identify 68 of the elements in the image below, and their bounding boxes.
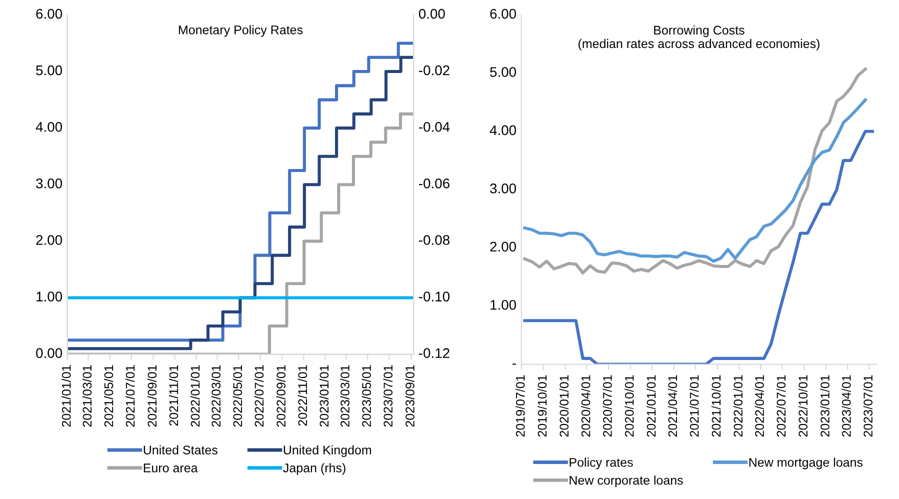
line-series [523,68,867,274]
x-tick-label: 2023/05/01 [362,365,371,427]
legend-label: Policy rates [570,458,633,470]
x-tick-label: 2021/09/01 [147,365,157,427]
text: Borrowing Costs [654,25,744,38]
x-tick-label: 2020/04/01 [581,375,590,437]
x-tick-label: 2021/04/01 [668,375,678,437]
y-tick-label: 6.00 [490,8,516,19]
x-tick-label: 2022/05/01 [232,365,242,427]
x-tick-label: 2021/07/01 [690,375,699,437]
y-tick-label: 6.00 [36,8,62,19]
y2-tick-label: -0.02 [419,65,450,76]
x-tick-label: 2022/09/01 [276,365,286,427]
y2-tick-label: -0.12 [419,348,450,358]
legend-label: Euro area [144,464,198,472]
legend-label: United States [144,445,218,454]
legend-label: Japan (rhs) [283,463,346,475]
y-tick-label: 1.00 [490,300,516,310]
x-tick-label: 2022/07/01 [776,375,786,437]
y-tick-label: 3.00 [36,178,62,188]
x-tick-label: 2022/01/01 [733,375,743,437]
y2-tick-label: -0.06 [419,178,450,188]
x-tick-label: 2022/03/01 [211,365,221,427]
legend-label: United Kingdom [284,445,372,457]
line-series [523,98,867,263]
text: (median rates across advanced economies) [578,38,820,51]
x-tick-label: 2022/07/01 [254,365,264,427]
x-tick-label: 2021/01/01 [646,375,656,437]
line-series [523,130,874,364]
x-tick-label: 2021/07/01 [126,365,135,427]
x-tick-label: 2023/07/01 [383,365,393,427]
x-tick-label: 2023/03/01 [340,365,350,427]
y2-tick-label: 0.00 [418,8,445,19]
x-tick-label: 2022/10/01 [798,375,808,437]
x-tick-label: 2022/01/01 [190,365,200,427]
y2-tick-label: -0.08 [419,235,450,245]
y-tick-label: 4.00 [36,122,62,132]
x-tick-label: 2019/10/01 [537,375,547,437]
y-tick-label: 5.00 [490,67,516,77]
x-tick-label: 2023/01/01 [820,375,830,437]
y2-tick-label: -0.10 [419,292,450,302]
x-tick-label: 2021/03/01 [82,365,92,427]
x-tick-label: 2021/05/01 [104,365,114,427]
x-tick-label: 2023/09/01 [405,365,414,427]
legend-label: New corporate loans [570,476,683,488]
y-tick-label: 2.00 [36,235,62,245]
y-tick-label: 4.00 [490,125,516,136]
x-tick-label: 2019/07/01 [516,375,525,437]
x-tick-label: 2023/04/01 [842,375,851,437]
x-tick-label: 2022/04/01 [754,375,764,437]
y-tick-label: 1.00 [36,292,62,302]
x-tick-label: 2021/11/01 [168,365,178,426]
y-tick-label: 0.00 [36,348,62,358]
legend-label: New mortgage loans [749,458,863,470]
x-tick-label: 2023/01/01 [319,365,329,427]
y-tick-label: - [512,364,516,365]
x-tick-label: 2020/10/01 [624,375,634,437]
text: Monetary Policy Rates [178,25,303,37]
y-tick-label: 2.00 [490,242,516,252]
y-tick-label: 5.00 [36,65,62,76]
y-tick-label: 3.00 [490,184,516,194]
x-tick-label: 2020/07/01 [602,375,612,437]
x-tick-label: 2020/01/01 [559,375,569,437]
x-tick-label: 2022/11/01 [298,365,308,426]
x-tick-label: 2021/10/01 [711,375,721,437]
y2-tick-label: -0.04 [419,122,450,132]
x-tick-label: 2023/07/01 [863,375,872,437]
x-tick-label: 2021/01/01 [62,365,71,427]
